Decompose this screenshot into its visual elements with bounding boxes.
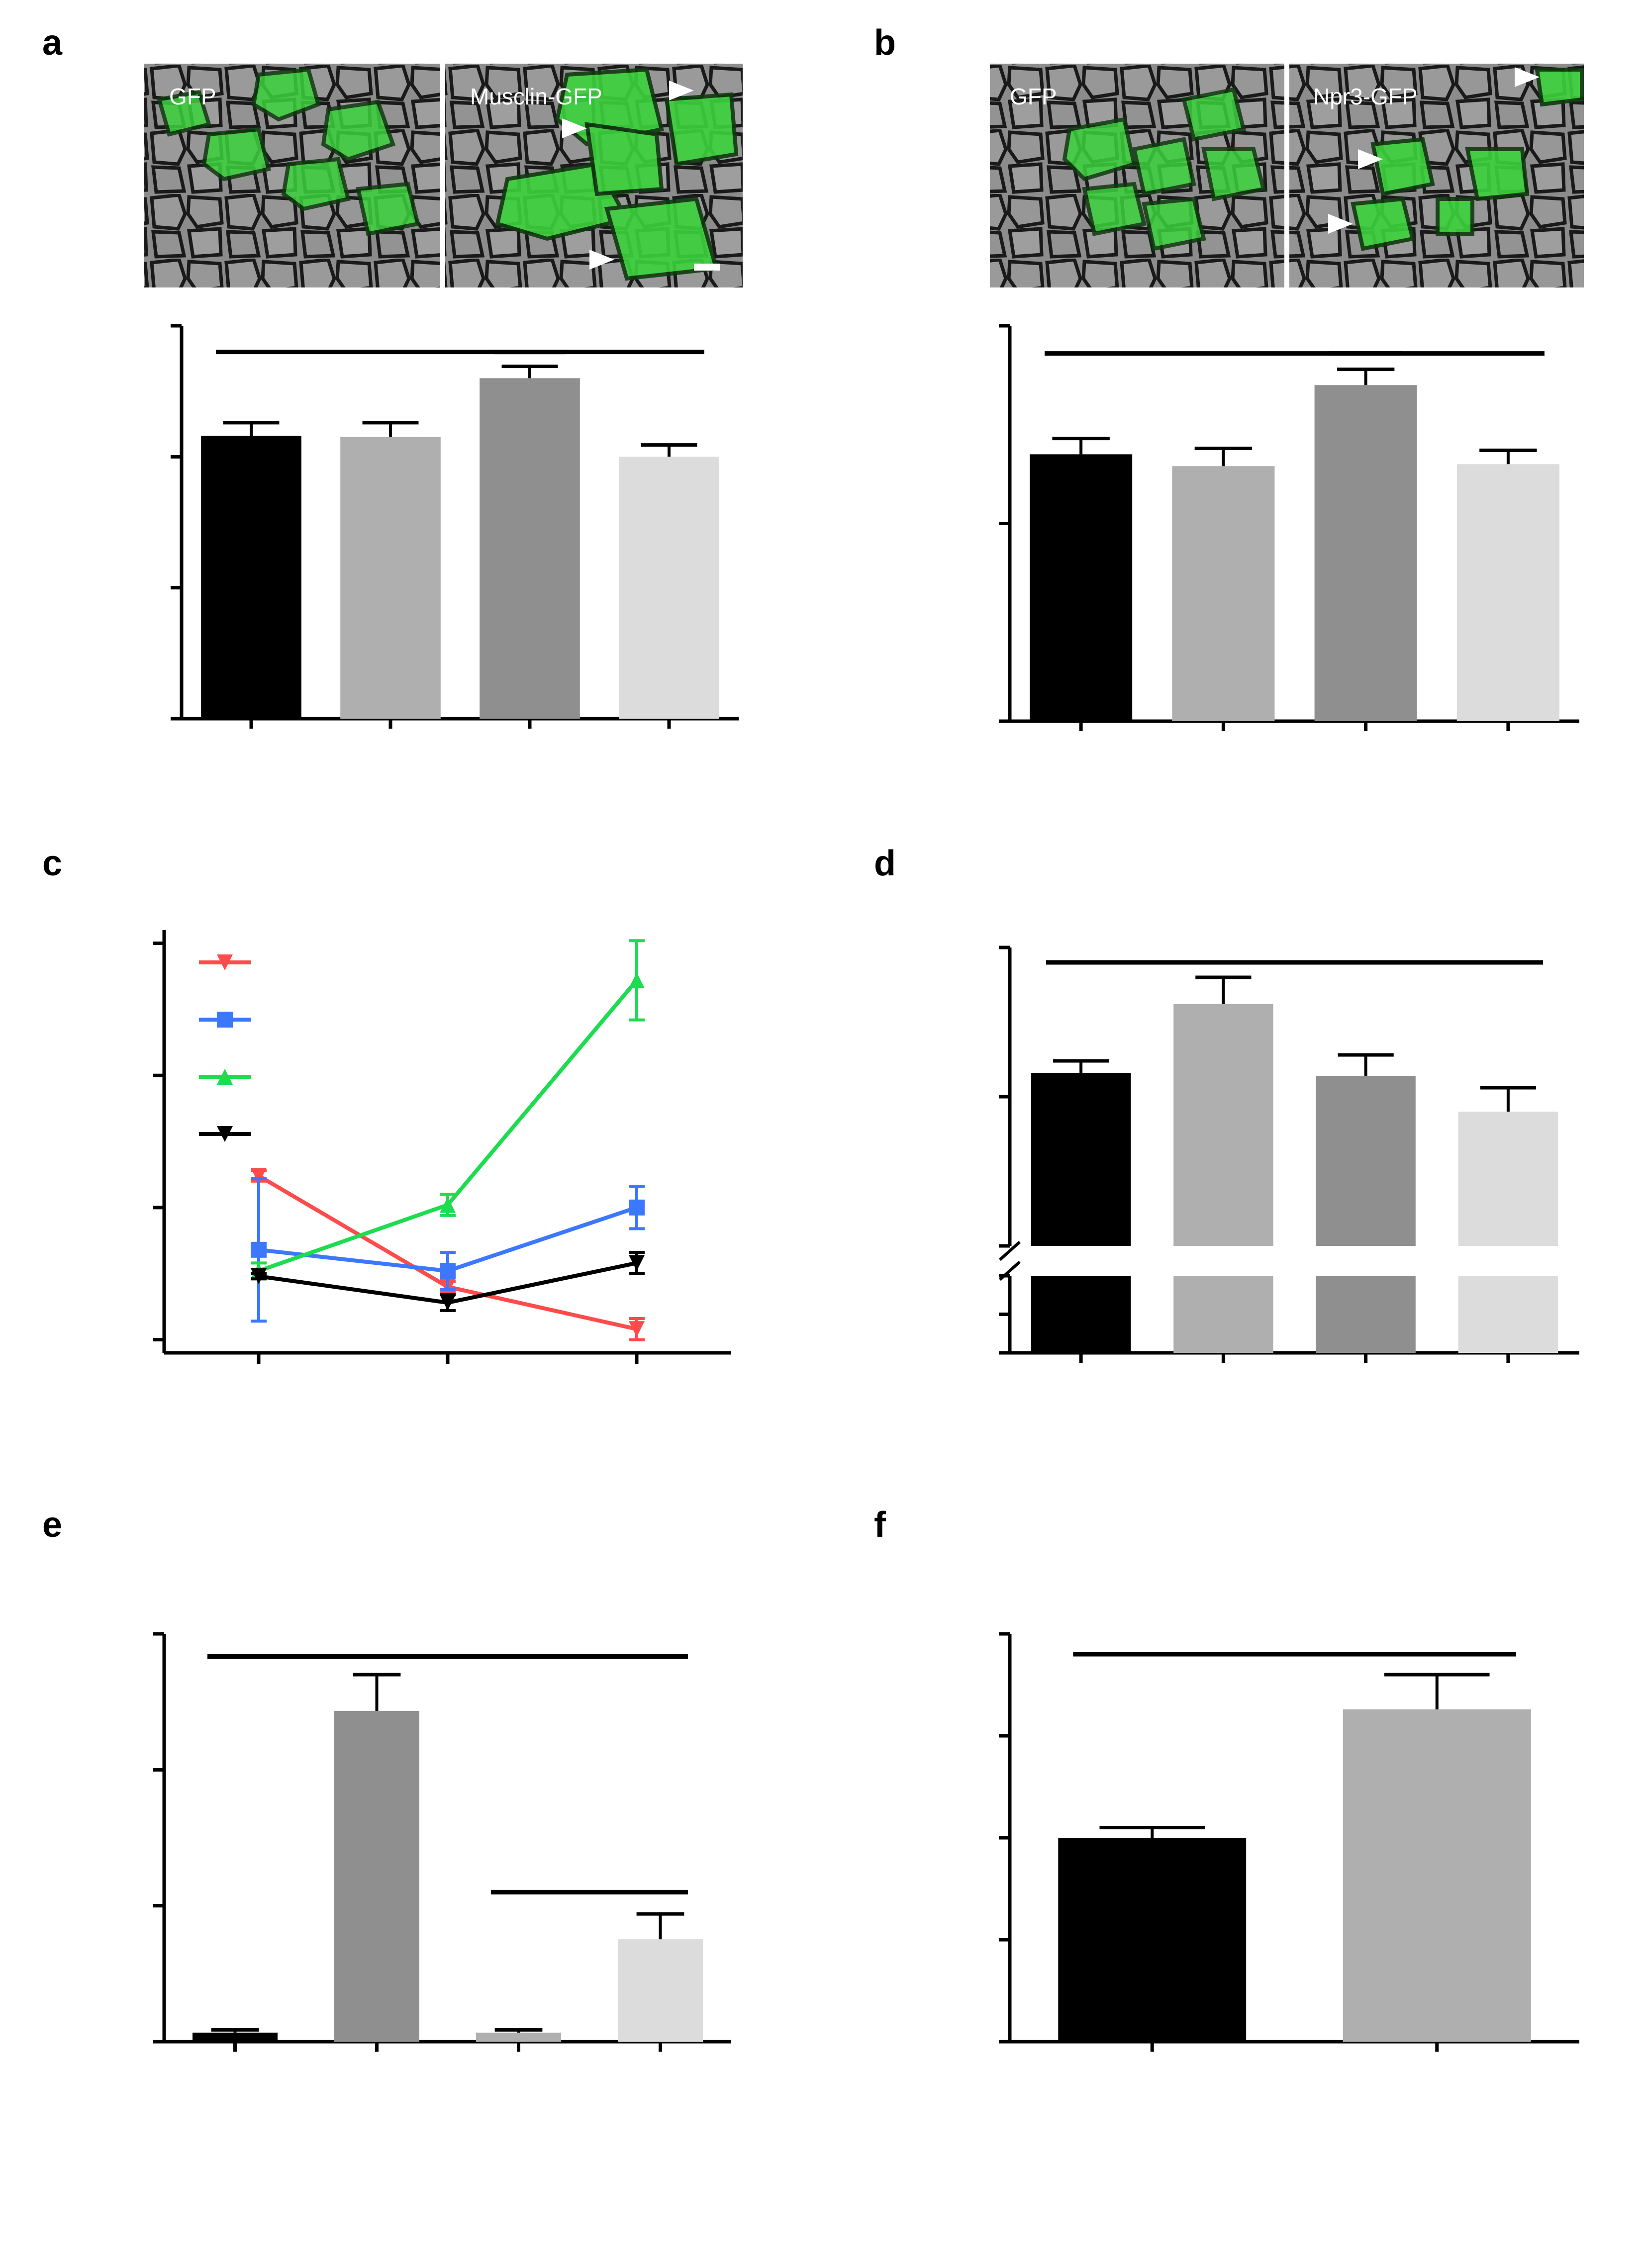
data-point [629, 972, 645, 988]
micrograph-b-left-label: GFP [1010, 84, 1057, 109]
arrowhead-icon [1328, 214, 1353, 234]
chart-a-fiber-area [171, 324, 739, 729]
legend-marker [217, 1069, 233, 1085]
panel-label-d: d [874, 844, 896, 883]
bar-4-lower [1458, 1276, 1558, 1353]
series-nppb [251, 939, 645, 1281]
bar-3-lower [1316, 1276, 1416, 1353]
micrograph-a: GFP Musclin-GFP [144, 64, 743, 287]
gfp-fibers-a-left [156, 67, 420, 236]
data-point [629, 1321, 645, 1337]
data-point [440, 1295, 456, 1311]
arrowhead-icon [562, 118, 587, 138]
micrograph-b: GFP Npr3-GFP [990, 64, 1584, 287]
bar-3 [476, 2032, 561, 2042]
arrowhead-icon [1515, 67, 1540, 87]
bar-1 [1030, 454, 1133, 721]
bar-2 [1343, 1709, 1531, 2042]
data-point [629, 1255, 645, 1271]
bar-1 [201, 436, 301, 719]
bar-2-lower [1173, 1276, 1273, 1353]
data-point [251, 1268, 267, 1284]
chart-e-luciferase [153, 1632, 731, 2052]
panel-label-a: a [42, 23, 63, 63]
bar-4 [1456, 464, 1559, 721]
micrograph-a-right-label: Musclin-GFP [470, 84, 602, 109]
series-areg [251, 1251, 645, 1312]
data-point [251, 1241, 267, 1258]
bar-3 [1314, 385, 1417, 721]
bar-1 [1058, 1838, 1247, 2042]
bar-2-upper [1173, 1004, 1273, 1246]
series-fgf18 [251, 1177, 645, 1323]
panel-label-e: e [42, 1505, 62, 1545]
micrograph-b-right [1289, 64, 1584, 287]
arrowhead-icon [669, 81, 694, 100]
bar-2 [334, 1710, 419, 2042]
chart-c-myokine-time-course [153, 930, 731, 1364]
chart-d-protein-degradation [998, 945, 1579, 1363]
arrowhead-icon [589, 250, 614, 270]
legend-marker [217, 954, 233, 970]
bar-4 [619, 457, 719, 719]
bar-2 [340, 437, 441, 719]
chart-b-fiber-area [999, 324, 1579, 731]
data-point [440, 1263, 456, 1279]
gfp-fibers-a-right [495, 67, 739, 281]
gfp-fibers-b-right [1351, 68, 1584, 251]
bar-4 [618, 1939, 703, 2042]
bar-4-upper [1458, 1112, 1558, 1246]
bar-3 [480, 378, 580, 719]
data-point [629, 1199, 645, 1216]
chart-f-actin [999, 1632, 1579, 2052]
legend-marker [217, 1012, 233, 1028]
bar-2 [1172, 466, 1275, 721]
scale-bar [694, 264, 720, 271]
legend-marker [217, 1126, 233, 1142]
bar-1-lower [1031, 1276, 1131, 1353]
bar-3-upper [1316, 1076, 1416, 1246]
gfp-fibers-b-left [1062, 87, 1266, 251]
axis-break-mark [998, 1240, 1021, 1261]
micrograph-a-left-label: GFP [169, 84, 216, 109]
micrograph-b-right-label: Npr3-GFP [1313, 84, 1418, 109]
arrowheads-a [562, 81, 694, 270]
data-point [251, 1168, 267, 1184]
arrowheads-b [1328, 67, 1540, 234]
bar-1-upper [1031, 1073, 1131, 1246]
arrowhead-icon [1358, 149, 1383, 169]
bar-1 [193, 2032, 278, 2042]
panel-label-f: f [874, 1505, 886, 1545]
panel-label-b: b [874, 23, 896, 63]
panel-label-c: c [42, 844, 62, 883]
data-point [440, 1197, 456, 1213]
